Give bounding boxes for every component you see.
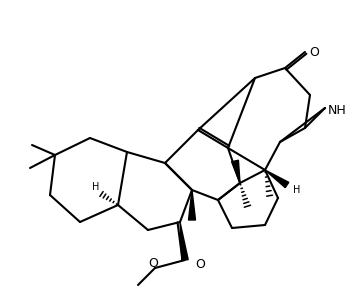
Text: O: O: [309, 46, 319, 58]
Polygon shape: [189, 190, 195, 220]
Polygon shape: [265, 170, 289, 188]
Text: H: H: [293, 185, 300, 195]
Text: O: O: [195, 258, 205, 270]
Polygon shape: [232, 160, 240, 183]
Polygon shape: [180, 222, 188, 260]
Text: O: O: [148, 257, 158, 270]
Text: H: H: [92, 182, 100, 192]
Text: NH: NH: [328, 103, 347, 117]
